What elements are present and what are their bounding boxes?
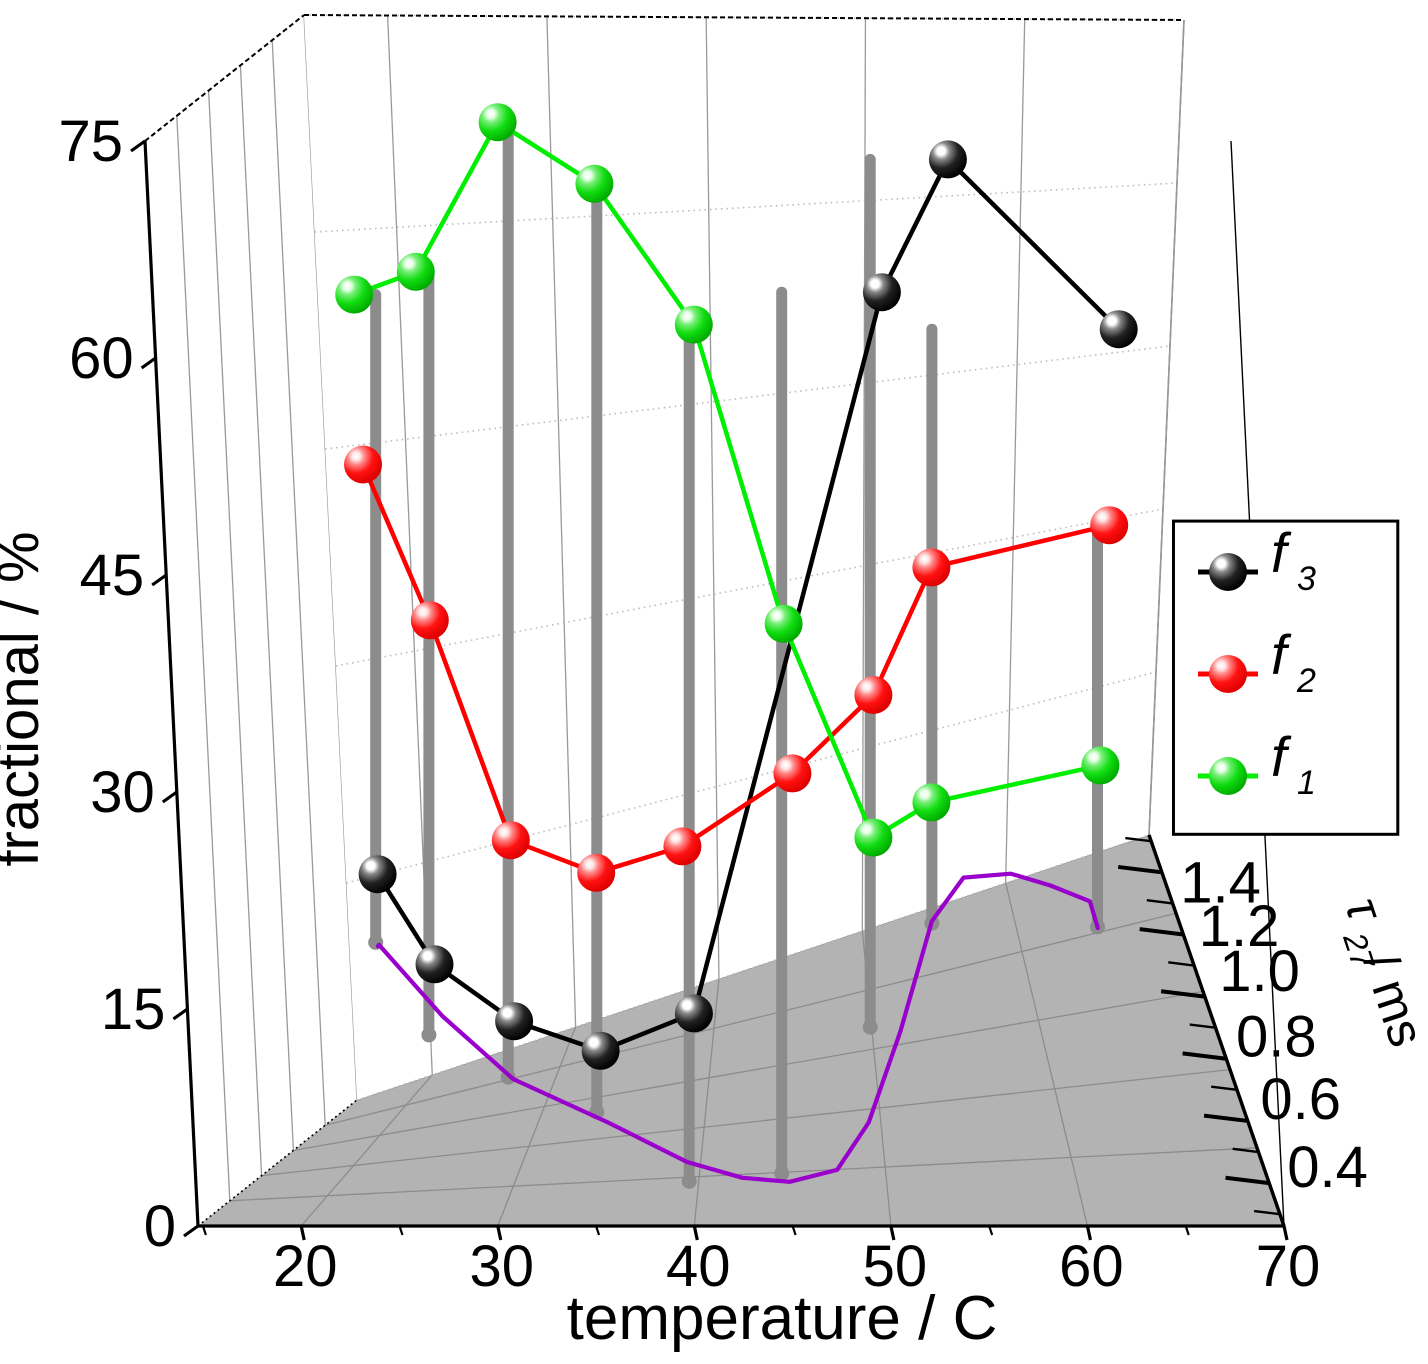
- svg-text:0.4: 0.4: [1287, 1135, 1368, 1200]
- svg-text:0.6: 0.6: [1260, 1067, 1341, 1132]
- svg-text:1.0: 1.0: [1219, 939, 1300, 1004]
- svg-text:3: 3: [1297, 560, 1316, 598]
- svg-text:0: 0: [144, 1194, 176, 1259]
- svg-text:temperature / C: temperature / C: [567, 1284, 998, 1353]
- svg-text:60: 60: [1059, 1234, 1124, 1299]
- svg-text:30: 30: [90, 760, 155, 825]
- svg-text:45: 45: [80, 543, 145, 608]
- svg-text:30: 30: [470, 1234, 535, 1299]
- svg-text:1: 1: [1297, 764, 1316, 802]
- svg-text:20: 20: [273, 1234, 338, 1299]
- svg-text:fractional / %: fractional / %: [0, 531, 51, 866]
- svg-text:2: 2: [1296, 662, 1316, 700]
- svg-text:0.8: 0.8: [1236, 1004, 1317, 1069]
- svg-text:70: 70: [1256, 1234, 1321, 1299]
- svg-text:75: 75: [58, 109, 123, 174]
- svg-text:60: 60: [69, 326, 134, 391]
- svg-text:15: 15: [101, 977, 166, 1042]
